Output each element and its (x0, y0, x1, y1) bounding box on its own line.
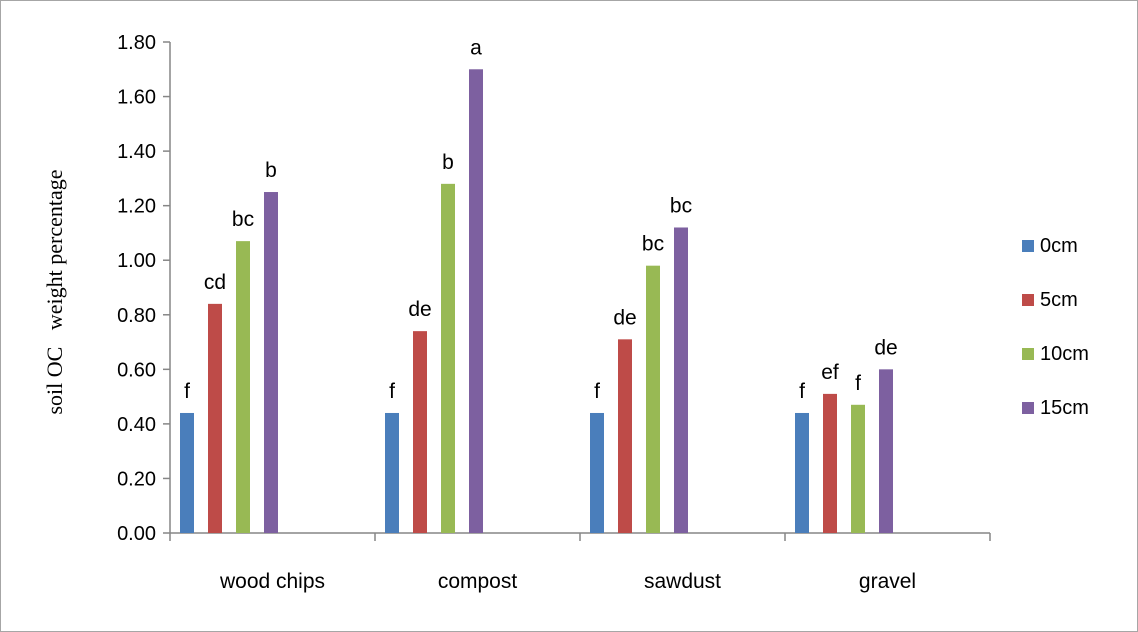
bar-significance-label: de (874, 336, 897, 359)
bar-0cm-wood-chips (180, 412, 194, 533)
legend-swatch-5cm (1022, 294, 1034, 306)
legend-label-15cm: 15cm (1040, 397, 1089, 419)
legend-swatch-15cm (1022, 402, 1034, 414)
bar-significance-label: b (265, 159, 277, 182)
bar-15cm-wood-chips (264, 192, 278, 533)
x-category-label: compost (438, 570, 518, 593)
bar-significance-label: f (855, 372, 861, 395)
x-category-label: gravel (859, 570, 916, 593)
bar-10cm-compost (441, 183, 455, 533)
y-tick-label: 1.60 (117, 87, 156, 109)
bar-5cm-wood-chips (208, 303, 222, 533)
bar-0cm-sawdust (590, 412, 604, 533)
y-tick-label: 1.80 (117, 32, 156, 54)
y-tick-label: 0.00 (117, 523, 156, 545)
bar-significance-label: b (442, 151, 454, 174)
x-category-label: sawdust (644, 570, 721, 593)
y-tick-label: 0.80 (117, 305, 156, 327)
bar-significance-label: f (389, 380, 395, 403)
bar-15cm-compost (469, 69, 483, 534)
bar-15cm-gravel (879, 369, 893, 533)
bar-significance-label: de (408, 298, 431, 321)
bar-significance-label: bc (670, 194, 692, 217)
x-category-label: wood chips (219, 570, 325, 593)
category-labels: wood chips compost sawdust gravel (219, 570, 916, 593)
y-tick-label: 0.40 (117, 414, 156, 436)
x-axis (169, 532, 991, 541)
bar-significance-label: bc (232, 208, 254, 231)
bar-5cm-compost (413, 331, 427, 533)
bar-15cm-sawdust (674, 227, 688, 533)
y-axis-title: soil OC weight percentage (42, 170, 67, 415)
legend-label-10cm: 10cm (1040, 343, 1089, 365)
y-axis: 0.00 0.20 0.40 0.60 0.80 1.00 1.20 1.40 1.60 1.80 (117, 32, 171, 545)
bar-significance-label: f (184, 380, 190, 403)
bar-5cm-sawdust (618, 339, 632, 533)
bar-significance-label: ef (821, 361, 839, 384)
bar-10cm-sawdust (646, 265, 660, 533)
bar-0cm-gravel (795, 412, 809, 533)
bar-significance-label: de (613, 306, 636, 329)
y-tick-label: 1.00 (117, 250, 156, 272)
legend-swatch-10cm (1022, 348, 1034, 360)
legend-label-0cm: 0cm (1040, 235, 1078, 257)
bar-10cm-gravel (851, 404, 865, 533)
y-tick-label: 1.20 (117, 196, 156, 218)
bar-significance-label: cd (204, 271, 226, 294)
bar-5cm-gravel (823, 393, 837, 533)
bar-0cm-compost (385, 412, 399, 533)
y-tick-label: 0.60 (117, 359, 156, 381)
bar-significance-label: f (799, 380, 805, 403)
bar-significance-label: f (594, 380, 600, 403)
legend-label-5cm: 5cm (1040, 289, 1078, 311)
legend-swatch-0cm (1022, 240, 1034, 252)
bar-significance-label: a (470, 36, 482, 59)
y-tick-label: 1.40 (117, 141, 156, 163)
legend: 0cm 5cm 10cm 15cm (1022, 235, 1089, 419)
bars (180, 69, 893, 534)
y-tick-label: 0.20 (117, 468, 156, 490)
bar-significance-label: bc (642, 233, 664, 256)
bar-10cm-wood-chips (236, 241, 250, 533)
